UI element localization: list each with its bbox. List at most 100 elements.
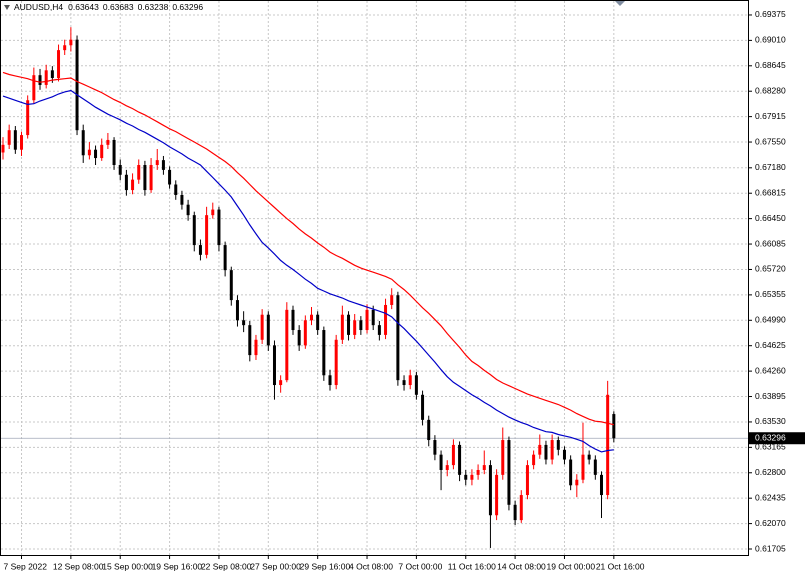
candle-body bbox=[334, 339, 338, 386]
candle-body bbox=[57, 50, 61, 78]
candle-body bbox=[174, 184, 178, 195]
candle-body bbox=[421, 394, 425, 420]
candle-body bbox=[13, 130, 17, 150]
candle-body bbox=[458, 444, 462, 475]
y-tick-label: 0.66815 bbox=[755, 187, 786, 197]
candle-body bbox=[488, 465, 492, 516]
y-tick-label: 0.66450 bbox=[755, 213, 786, 223]
candle-body bbox=[229, 270, 233, 301]
candle-body bbox=[297, 330, 301, 346]
candle-body bbox=[445, 465, 449, 470]
header-open: 0.63643 bbox=[68, 2, 99, 12]
x-tick-label: 27 Sep 00:00 bbox=[250, 561, 301, 571]
candle-body bbox=[593, 459, 597, 475]
x-tick-label: 7 Sep 2022 bbox=[4, 561, 48, 571]
y-tick-label: 0.62800 bbox=[755, 467, 786, 477]
candle-body bbox=[180, 194, 184, 205]
candle-body bbox=[328, 375, 332, 386]
candle-body bbox=[161, 160, 165, 170]
y-tick-label: 0.63895 bbox=[755, 391, 786, 401]
candle-body bbox=[495, 474, 499, 516]
y-tick-label: 0.67550 bbox=[755, 136, 786, 146]
candle-body bbox=[26, 100, 30, 136]
candle-body bbox=[1, 144, 5, 153]
y-tick-label: 0.65720 bbox=[755, 264, 786, 274]
candle-body bbox=[612, 414, 616, 439]
candle-body bbox=[556, 440, 560, 450]
candle-body bbox=[94, 149, 98, 159]
x-tick-label: 15 Sep 00:00 bbox=[102, 561, 153, 571]
y-tick-label: 0.61705 bbox=[755, 543, 786, 553]
candle-body bbox=[192, 215, 196, 246]
candle-body bbox=[519, 495, 523, 521]
candle-body bbox=[69, 39, 73, 46]
candle-body bbox=[137, 165, 141, 180]
candle-body bbox=[279, 380, 283, 386]
candle-body bbox=[260, 314, 264, 340]
current-price-label: 0.63296 bbox=[755, 432, 786, 442]
moving-average-line bbox=[2, 89, 614, 453]
candle-body bbox=[100, 144, 104, 159]
candle-body bbox=[550, 440, 554, 460]
candle-body bbox=[599, 474, 603, 496]
candle-body bbox=[186, 204, 190, 216]
x-tick-label: 22 Sep 08:00 bbox=[201, 561, 252, 571]
candle-body bbox=[353, 320, 357, 335]
candle-body bbox=[266, 314, 270, 346]
moving-average-line bbox=[2, 71, 614, 426]
candle-body bbox=[464, 474, 468, 480]
candle-body bbox=[112, 139, 116, 166]
candle-body bbox=[223, 245, 227, 271]
y-tick-label: 0.66085 bbox=[755, 238, 786, 248]
y-tick-label: 0.62070 bbox=[755, 518, 786, 528]
candle-body bbox=[143, 165, 147, 191]
x-tick-label: 12 Sep 08:00 bbox=[53, 561, 104, 571]
header-icon bbox=[4, 5, 10, 10]
candle-body bbox=[427, 419, 431, 441]
header-close: 0.63296 bbox=[172, 2, 203, 12]
candle-body bbox=[347, 314, 351, 335]
candle-body bbox=[414, 375, 418, 395]
candle-body bbox=[371, 309, 375, 326]
candle-body bbox=[272, 345, 276, 386]
candle-body bbox=[149, 165, 153, 191]
x-tick-label: 7 Oct 00:00 bbox=[398, 561, 442, 571]
candle-body bbox=[606, 394, 610, 496]
candle-body bbox=[32, 75, 36, 101]
candle-body bbox=[569, 459, 573, 486]
candle-body bbox=[217, 209, 221, 246]
x-tick-label: 21 Oct 16:00 bbox=[596, 561, 645, 571]
y-tick-label: 0.63165 bbox=[755, 442, 786, 452]
y-tick-label: 0.62435 bbox=[755, 492, 786, 502]
header-high: 0.63683 bbox=[103, 2, 134, 12]
x-tick-label: 29 Sep 16:00 bbox=[300, 561, 351, 571]
candle-body bbox=[433, 440, 437, 455]
shift-marker bbox=[615, 1, 625, 6]
candle-body bbox=[303, 320, 307, 346]
x-tick-label: 19 Oct 00:00 bbox=[546, 561, 595, 571]
candle-body bbox=[81, 130, 85, 156]
candle-body bbox=[248, 325, 252, 356]
y-tick-label: 0.69010 bbox=[755, 35, 786, 45]
y-tick-label: 0.68280 bbox=[755, 85, 786, 95]
candle-body bbox=[118, 165, 122, 175]
y-tick-label: 0.67180 bbox=[755, 162, 786, 172]
x-tick-label: 11 Oct 16:00 bbox=[448, 561, 496, 571]
candle-body bbox=[482, 465, 486, 470]
candle-body bbox=[513, 504, 517, 521]
candle-body bbox=[532, 454, 536, 466]
y-tick-label: 0.64625 bbox=[755, 340, 786, 350]
candle-body bbox=[291, 309, 295, 331]
candle-body bbox=[581, 454, 585, 480]
y-tick-label: 0.64990 bbox=[755, 315, 786, 325]
x-tick-label: 4 Oct 08:00 bbox=[349, 561, 393, 571]
candle-body bbox=[205, 215, 209, 255]
candle-body bbox=[310, 314, 313, 321]
candle-body bbox=[525, 465, 529, 496]
plot-frame bbox=[0, 0, 749, 556]
header-low: 0.63238 bbox=[138, 2, 169, 12]
candle-body bbox=[470, 474, 474, 480]
candle-body bbox=[124, 174, 128, 191]
candle-body bbox=[7, 130, 11, 145]
